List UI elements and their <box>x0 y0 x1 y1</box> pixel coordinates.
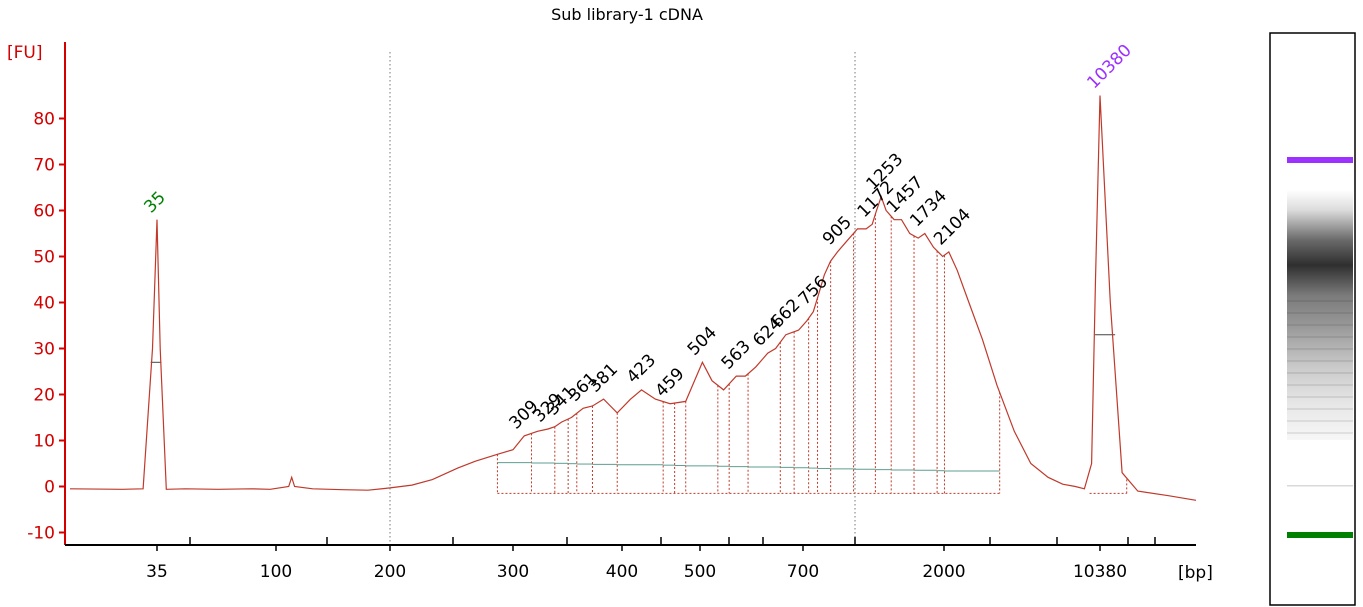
gel-upper-marker-band <box>1287 157 1353 163</box>
y-tick-label: 30 <box>33 340 55 360</box>
gel-lane <box>1269 32 1356 606</box>
gel-band <box>1287 408 1353 410</box>
peak-regions <box>150 214 1128 494</box>
guide-lines <box>389 52 856 545</box>
gel-band <box>1287 372 1353 374</box>
x-tick-label: 700 <box>787 562 819 582</box>
peak-label: 756 <box>795 272 832 309</box>
gel-band <box>1287 396 1353 398</box>
x-tick-label: 10380 <box>1073 562 1127 582</box>
y-tick-label: 50 <box>33 248 55 268</box>
trace-line <box>69 95 1197 501</box>
x-tick-label: 200 <box>374 562 406 582</box>
gel-lower-marker-band <box>1287 532 1353 538</box>
x-tick-label: 400 <box>606 562 638 582</box>
x-tick-label: 35 <box>146 562 168 582</box>
marker-label: 35 <box>140 188 169 217</box>
gel-band <box>1287 300 1353 302</box>
x-tick-label: 300 <box>497 562 529 582</box>
peak-label: 459 <box>651 364 688 401</box>
gel-band <box>1287 348 1353 350</box>
gel-band <box>1287 360 1353 362</box>
gel-smear <box>1287 190 1353 440</box>
marker-label: 10380 <box>1083 41 1135 93</box>
y-tick-label: 0 <box>44 478 55 498</box>
electropherogram-trace <box>69 95 1197 501</box>
y-tick-label: 80 <box>33 110 55 130</box>
axes: -10 0 10 20 30 40 50 60 70 80 35 100 200 300 400 500 700… <box>27 42 1196 582</box>
y-tick-label: 20 <box>33 386 55 406</box>
x-axis-label: [bp] <box>1178 563 1213 583</box>
gel-band <box>1287 384 1353 386</box>
y-tick-label: -10 <box>27 524 55 544</box>
gel-band <box>1287 336 1353 338</box>
gel-band <box>1287 485 1353 487</box>
peak-label: 423 <box>623 350 660 387</box>
peak-label: 504 <box>684 323 721 360</box>
x-tick-label: 500 <box>684 562 716 582</box>
y-tick-label: 70 <box>33 156 55 176</box>
x-tick-label: 2000 <box>922 562 965 582</box>
gel-band <box>1287 312 1353 314</box>
chart-title: Sub library-1 cDNA <box>551 5 703 24</box>
gel-band <box>1287 420 1353 422</box>
y-tick-label: 40 <box>33 294 55 314</box>
gel-band <box>1287 324 1353 326</box>
y-axis-label: [FU] <box>7 43 43 63</box>
y-tick-label: 60 <box>33 202 55 222</box>
y-tick-label: 10 <box>33 432 55 452</box>
peak-label: 563 <box>718 337 755 374</box>
x-tick-label: 100 <box>260 562 292 582</box>
peak-label: 905 <box>819 212 856 249</box>
gel-band <box>1287 432 1353 434</box>
